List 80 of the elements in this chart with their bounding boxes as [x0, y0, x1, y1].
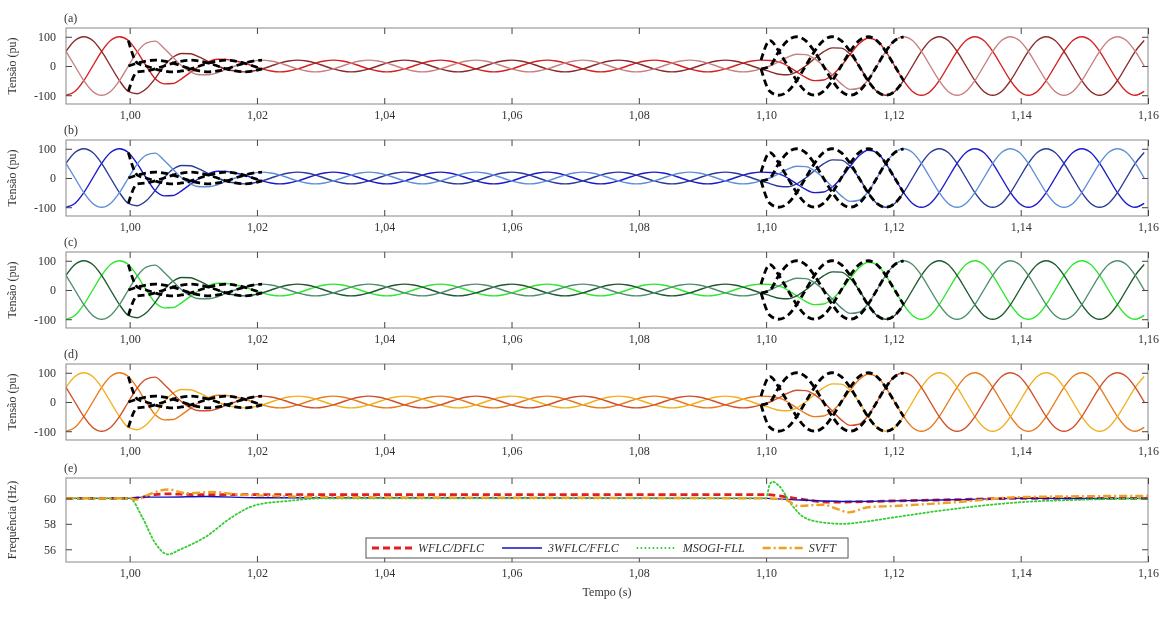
legend-label: SVFT	[808, 541, 838, 555]
x-tick-label: 1,10	[756, 443, 778, 458]
x-tick-label: 1,06	[501, 219, 523, 234]
x-tick-label: 1,02	[246, 331, 268, 346]
x-tick-label: 1,02	[246, 565, 268, 580]
x-tick-label: 1,16	[1138, 107, 1159, 122]
x-tick-label: 1,14	[1010, 107, 1032, 122]
x-tick-label: 1,04	[374, 443, 396, 458]
y-tick-label: -100	[34, 424, 56, 439]
x-tick-label: 1,00	[119, 331, 141, 346]
y-tick-label: 60	[44, 491, 56, 506]
legend-label: MSOGI-FLL	[681, 541, 745, 555]
x-tick-label: 1,08	[628, 565, 650, 580]
x-tick-label: 1,12	[883, 219, 905, 234]
y-axis-title: Tensão (pu)	[5, 37, 19, 95]
x-tick-label: 1,14	[1010, 331, 1032, 346]
x-tick-label: 1,08	[628, 219, 650, 234]
y-tick-label: 100	[38, 254, 56, 269]
x-tick-label: 1,14	[1010, 443, 1032, 458]
x-tick-label: 1,12	[883, 443, 905, 458]
x-tick-label: 1,02	[246, 219, 268, 234]
y-tick-label: 0	[50, 395, 56, 410]
x-tick-label: 1,00	[119, 565, 141, 580]
line-series	[66, 260, 1145, 320]
x-tick-label: 1,08	[628, 107, 650, 122]
x-tick-label: 1,16	[1138, 331, 1159, 346]
x-tick-label: 1,10	[756, 565, 778, 580]
chart-title: (d)	[64, 347, 78, 361]
y-tick-label: 58	[44, 517, 56, 532]
y-tick-label: 100	[38, 30, 56, 45]
x-tick-label: 1,12	[883, 565, 905, 580]
line-series	[66, 488, 1148, 514]
x-tick-label: 1,06	[501, 107, 523, 122]
y-tick-label: 100	[38, 366, 56, 381]
x-tick-label: 1,14	[1010, 219, 1032, 234]
x-tick-label: 1,06	[501, 443, 523, 458]
x-tick-label: 1,10	[756, 219, 778, 234]
x-tick-label: 1,04	[374, 565, 396, 580]
y-tick-label: -100	[34, 88, 56, 103]
y-axis-title: Frequência (Hz)	[5, 480, 19, 560]
x-tick-label: 1,04	[374, 331, 396, 346]
y-tick-label: 0	[50, 283, 56, 298]
x-tick-label: 1,10	[756, 107, 778, 122]
y-axis-title: Tensão (pu)	[5, 373, 19, 431]
y-tick-label: -100	[34, 312, 56, 327]
x-tick-label: 1,04	[374, 107, 396, 122]
x-tick-label: 1,14	[1010, 565, 1032, 580]
chart-title: (a)	[64, 11, 78, 25]
y-tick-label: 0	[50, 171, 56, 186]
legend-label: WFLC/DFLC	[417, 541, 485, 555]
line-series	[66, 148, 1145, 208]
x-tick-label: 1,06	[501, 565, 523, 580]
x-tick-label: 1,04	[374, 219, 396, 234]
y-tick-label: -100	[34, 200, 56, 215]
chart-title: (e)	[64, 461, 78, 475]
line-series	[66, 36, 1145, 96]
x-tick-label: 1,02	[246, 443, 268, 458]
x-tick-label: 1,12	[883, 107, 905, 122]
x-tick-label: 1,00	[119, 107, 141, 122]
x-tick-label: 1,16	[1138, 219, 1159, 234]
y-tick-label: 56	[44, 542, 56, 557]
y-axis-title: Tensão (pu)	[5, 149, 19, 207]
x-tick-label: 1,12	[883, 331, 905, 346]
x-axis-title: Tempo (s)	[582, 585, 632, 599]
legend-label: 3WFLC/FFLC	[546, 541, 620, 555]
x-tick-label: 1,00	[119, 219, 141, 234]
y-tick-label: 100	[38, 142, 56, 157]
x-tick-label: 1,08	[628, 443, 650, 458]
y-tick-label: 0	[50, 59, 56, 74]
x-tick-label: 1,16	[1138, 565, 1159, 580]
x-tick-label: 1,02	[246, 107, 268, 122]
chart-title: (c)	[64, 235, 78, 249]
x-tick-label: 1,16	[1138, 443, 1159, 458]
x-tick-label: 1,08	[628, 331, 650, 346]
y-axis-title: Tensão (pu)	[5, 261, 19, 319]
x-tick-label: 1,10	[756, 331, 778, 346]
chart-title: (b)	[64, 123, 78, 137]
x-tick-label: 1,06	[501, 331, 523, 346]
x-tick-label: 1,00	[119, 443, 141, 458]
line-series	[66, 372, 1145, 432]
